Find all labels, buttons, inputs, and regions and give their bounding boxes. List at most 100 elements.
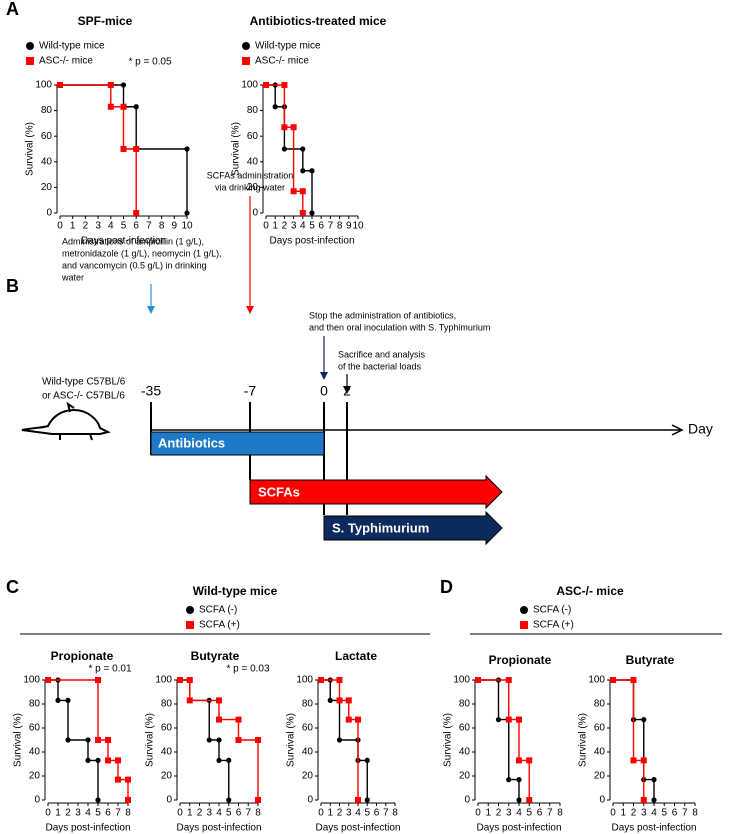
- x-tick-label: 5: [226, 808, 232, 819]
- x-tick-label: 0: [57, 221, 63, 232]
- point: [272, 104, 278, 110]
- x-tick-label: 7: [115, 808, 121, 819]
- y-axis-label: Survival (%): [145, 713, 156, 767]
- point: [206, 737, 212, 743]
- x-axis-label: Days post-infection: [176, 823, 261, 834]
- x-tick-label: 8: [557, 808, 563, 819]
- legend-label: SCFA (+): [199, 620, 240, 631]
- point: [630, 757, 637, 764]
- point: [516, 716, 522, 723]
- point: [299, 188, 306, 195]
- point: [299, 210, 306, 216]
- y-tick-label: 40: [29, 747, 41, 758]
- point: [364, 757, 370, 764]
- point: [65, 737, 71, 743]
- y-tick-label: 40: [247, 156, 259, 167]
- event-text: and then oral inoculation with S. Typhim…: [309, 322, 490, 332]
- mouse-label: Wild-type C57BL/6: [42, 377, 126, 388]
- scfa-arrow: [249, 474, 503, 510]
- y-tick-label: 100: [453, 675, 470, 686]
- point: [495, 717, 502, 723]
- point: [120, 82, 127, 88]
- chart-title: Antibiotics-treated mice: [250, 14, 387, 28]
- point: [85, 757, 91, 764]
- x-tick-label: 4: [651, 808, 657, 819]
- point: [115, 757, 121, 764]
- point: [505, 677, 512, 683]
- axis-label: Day: [688, 421, 713, 437]
- y-tick-label: 40: [459, 747, 471, 758]
- y-tick-label: 60: [594, 723, 606, 734]
- point: [255, 737, 261, 743]
- point: [345, 716, 352, 723]
- y-tick-label: 100: [35, 80, 52, 91]
- annotation: * p = 0.01: [88, 664, 132, 675]
- x-tick-label: 2: [65, 808, 71, 819]
- annotation: * p = 0.05: [128, 57, 172, 68]
- x-tick-label: 4: [300, 221, 306, 232]
- x-tick-label: 7: [328, 221, 334, 232]
- y-tick-label: 0: [166, 795, 172, 806]
- point: [55, 697, 61, 704]
- point: [186, 677, 193, 683]
- y-tick-label: 100: [296, 675, 313, 686]
- point: [336, 697, 343, 704]
- x-tick-label: 0: [475, 808, 481, 819]
- point: [327, 697, 333, 704]
- point: [318, 677, 324, 683]
- legend-marker: [520, 606, 528, 614]
- typhimurium-arrow: [323, 510, 503, 546]
- point: [290, 188, 297, 195]
- x-axis-label: Days post-infection: [476, 823, 561, 834]
- y-tick-label: 100: [241, 80, 258, 91]
- chart-title: Lactate: [335, 649, 377, 663]
- point: [216, 737, 222, 743]
- x-tick-label: 0: [318, 808, 324, 819]
- point: [235, 716, 242, 723]
- chart-title: SPF-mice: [78, 14, 133, 28]
- point: [226, 757, 232, 764]
- point: [610, 677, 616, 683]
- x-tick-label: 7: [383, 808, 389, 819]
- point: [125, 797, 131, 803]
- legend-marker: [242, 42, 250, 50]
- point: [133, 104, 139, 110]
- y-tick-label: 80: [29, 699, 41, 710]
- point: [65, 697, 71, 704]
- y-tick-label: 80: [302, 699, 314, 710]
- x-tick-label: 0: [610, 808, 616, 819]
- point: [336, 677, 343, 683]
- day-label: -7: [244, 383, 257, 399]
- x-tick-label: 5: [526, 808, 532, 819]
- x-tick-label: 1: [272, 221, 278, 232]
- point: [184, 210, 190, 216]
- x-tick-label: 9: [172, 221, 178, 232]
- point: [45, 677, 51, 683]
- point: [216, 697, 222, 704]
- y-tick-label: 40: [302, 747, 314, 758]
- y-tick-label: 60: [161, 723, 173, 734]
- point: [641, 717, 647, 723]
- point: [300, 146, 306, 152]
- point: [57, 82, 63, 88]
- x-tick-label: 10: [181, 221, 193, 232]
- y-tick-label: 60: [29, 723, 41, 734]
- x-tick-label: 5: [661, 808, 667, 819]
- x-tick-label: 5: [364, 808, 370, 819]
- event-text: and vancomycin (0.5 g/L) in drinking: [62, 260, 207, 270]
- point: [281, 82, 288, 88]
- x-tick-label: 3: [291, 221, 297, 232]
- point: [235, 737, 242, 743]
- point: [95, 797, 101, 803]
- point: [506, 777, 512, 783]
- point: [516, 757, 522, 764]
- point: [651, 797, 657, 803]
- point: [309, 210, 315, 216]
- point: [281, 124, 288, 131]
- event-text: Administrations of ampicillin (1 g/L),: [62, 236, 204, 246]
- point: [107, 103, 114, 110]
- x-tick-label: 2: [337, 808, 343, 819]
- y-tick-label: 20: [247, 182, 259, 193]
- y-tick-label: 0: [599, 795, 605, 806]
